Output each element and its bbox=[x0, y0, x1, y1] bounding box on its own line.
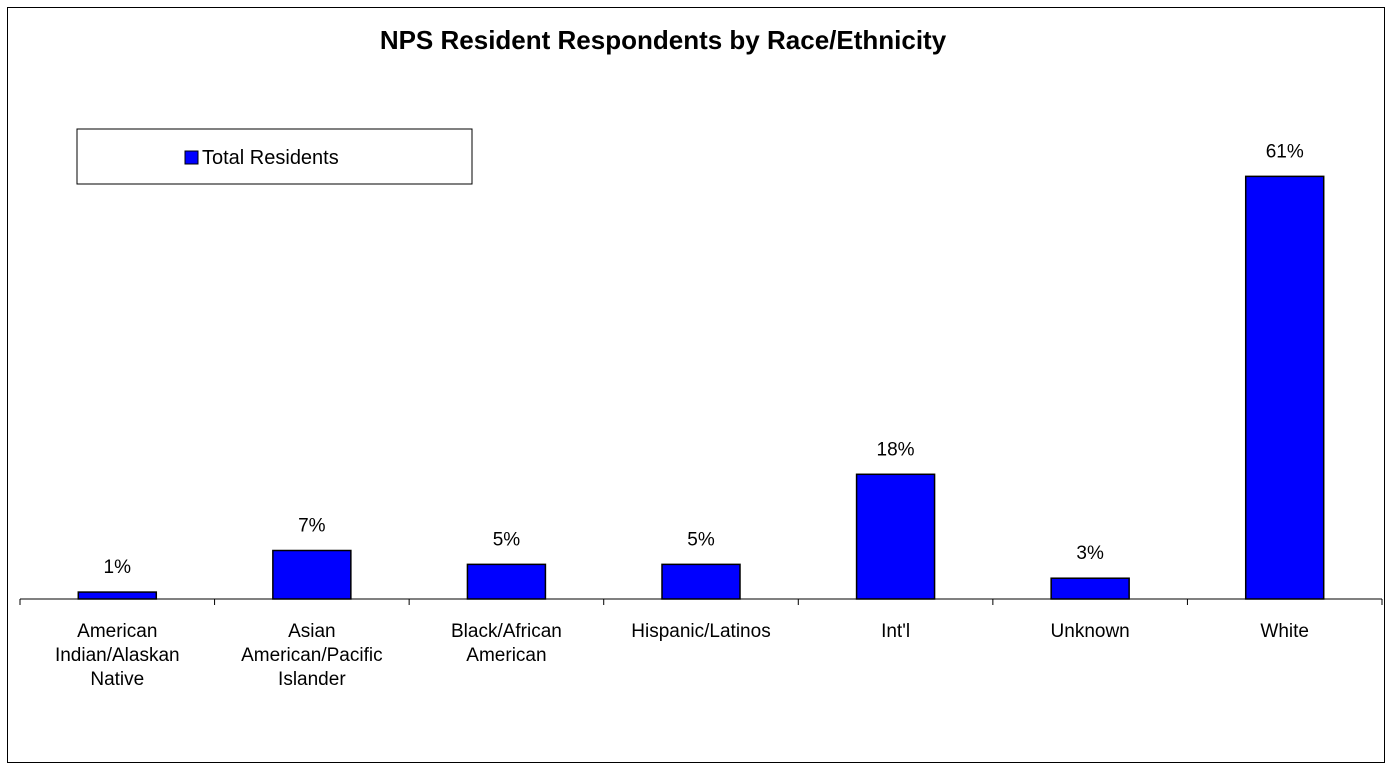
x-tick-label-line: American/Pacific bbox=[241, 645, 383, 666]
x-axis bbox=[19, 598, 1383, 605]
x-tick-label: Asian American/Pacific Islander bbox=[241, 621, 383, 690]
bar bbox=[466, 563, 547, 600]
legend-box bbox=[76, 128, 473, 185]
data-label: 3% bbox=[1076, 543, 1104, 564]
x-tick-label-line: Unknown bbox=[1051, 621, 1130, 642]
x-tick-label: Unknown bbox=[1051, 621, 1130, 642]
data-label: 18% bbox=[877, 439, 915, 460]
legend: Total Residents bbox=[76, 128, 473, 185]
x-tick-label-line: Black/African bbox=[451, 621, 562, 642]
legend-label: Total Residents bbox=[202, 147, 339, 169]
chart-title: NPS Resident Respondents by Race/Ethnici… bbox=[380, 25, 947, 55]
data-labels: 1% 7% 5% 5% 18% 3% 61% bbox=[104, 141, 1304, 578]
bar bbox=[272, 549, 352, 600]
bar bbox=[1244, 175, 1325, 600]
x-tick-label: Int'l bbox=[881, 621, 910, 642]
x-tick-label-line: Asian bbox=[288, 621, 336, 642]
data-label: 1% bbox=[104, 557, 132, 578]
x-tick-label: Black/African American bbox=[451, 621, 562, 666]
x-tick-label-line: White bbox=[1260, 621, 1309, 642]
data-label: 7% bbox=[298, 516, 326, 537]
x-tick-label-line: American bbox=[77, 621, 157, 642]
bars bbox=[77, 175, 1325, 600]
x-tick-labels: American Indian/Alaskan Native Asian America… bbox=[55, 621, 1309, 690]
data-label: 61% bbox=[1266, 141, 1304, 162]
x-tick-label-line: American bbox=[466, 645, 546, 666]
data-label: 5% bbox=[493, 529, 521, 550]
bar bbox=[855, 473, 936, 600]
bar bbox=[661, 563, 741, 600]
x-tick-label: White bbox=[1260, 621, 1309, 642]
x-tick-label-line: Islander bbox=[278, 669, 346, 690]
bar bbox=[77, 591, 158, 600]
x-tick-label-line: Native bbox=[90, 669, 144, 690]
x-tick-label-line: Int'l bbox=[881, 621, 910, 642]
data-label: 5% bbox=[687, 529, 715, 550]
bar bbox=[1050, 577, 1130, 600]
x-tick-label-line: Hispanic/Latinos bbox=[631, 621, 770, 642]
x-tick-label-line: Indian/Alaskan bbox=[55, 645, 180, 666]
x-tick-label: American Indian/Alaskan Native bbox=[55, 621, 180, 690]
legend-swatch bbox=[184, 150, 199, 165]
x-tick-label: Hispanic/Latinos bbox=[631, 621, 770, 642]
